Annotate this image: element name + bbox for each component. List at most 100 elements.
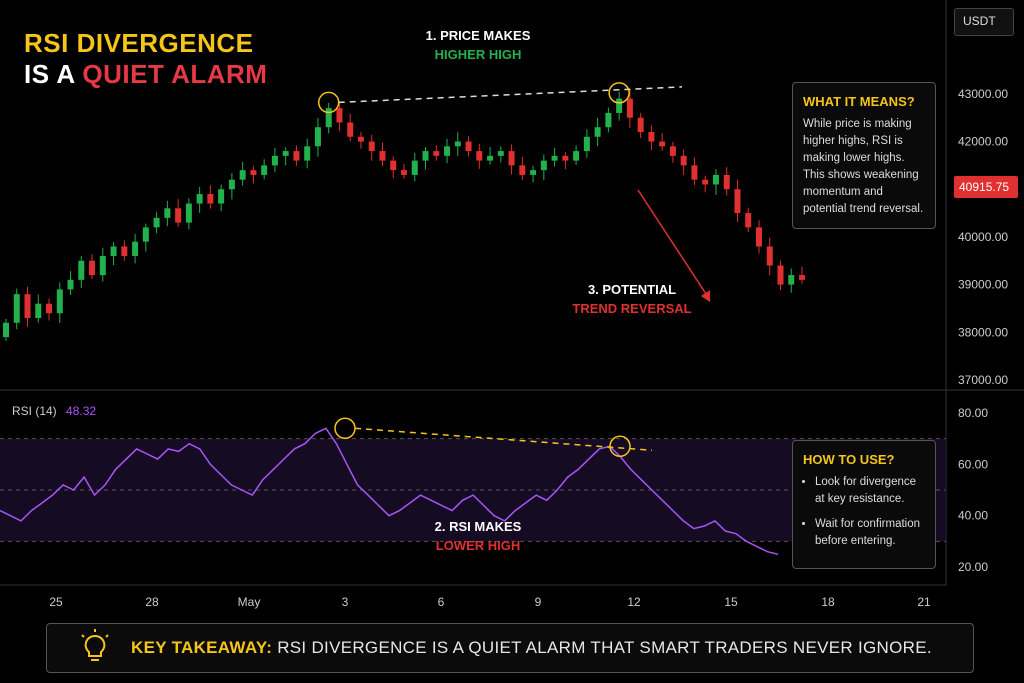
how-to-use-title: HOW TO USE? xyxy=(803,452,895,467)
candle-body xyxy=(723,174,730,190)
price-annotation: 1. PRICE MAKES HIGHER HIGH xyxy=(398,26,558,64)
key-takeaway-text: KEY TAKEAWAY: RSI DIVERGENCE IS A QUIET … xyxy=(131,638,932,658)
what-it-means-box: WHAT IT MEANS? While price is making hig… xyxy=(792,82,936,229)
candle-body xyxy=(637,117,644,132)
price-tick-label: 43000.00 xyxy=(958,87,1008,101)
rsi-divergence-line xyxy=(354,427,653,452)
candle-body xyxy=(755,227,762,247)
candle-body xyxy=(680,155,687,166)
candle-body xyxy=(185,203,192,223)
candle-body xyxy=(734,189,741,214)
rsi-legend: RSI (14) 48.32 xyxy=(12,404,96,418)
candle-body xyxy=(271,155,278,166)
candle-body xyxy=(594,127,601,137)
candle-body xyxy=(476,151,483,161)
candle-body xyxy=(562,155,569,161)
candle-body xyxy=(142,227,149,242)
candle-body xyxy=(766,246,773,266)
candle-body xyxy=(314,127,321,147)
candle-body xyxy=(583,136,590,152)
price-high-marker xyxy=(317,91,340,114)
candle-body xyxy=(433,151,440,156)
candle-body xyxy=(788,275,795,285)
candle-body xyxy=(261,165,268,175)
headline-line2a: IS A xyxy=(24,59,75,89)
key-takeaway-label: KEY TAKEAWAY: xyxy=(131,638,273,657)
candle-body xyxy=(551,155,558,161)
x-tick-label: 25 xyxy=(49,595,63,609)
x-tick-label: 21 xyxy=(917,595,931,609)
rsi-line xyxy=(0,427,779,556)
x-tick-label: 9 xyxy=(535,595,542,609)
how-to-use-box: HOW TO USE? Look for divergence at key r… xyxy=(792,440,936,569)
reversal-arrowhead xyxy=(701,290,710,302)
price-annotation-label: 1. PRICE MAKES xyxy=(425,28,531,43)
reversal-arrow xyxy=(637,189,711,301)
currency-label: USDT xyxy=(963,14,996,28)
candle-body xyxy=(250,170,257,175)
price-annotation-sub: HIGHER HIGH xyxy=(434,47,522,62)
rsi-legend-value: 48.32 xyxy=(66,404,97,418)
candle-body xyxy=(379,151,386,161)
candle-body xyxy=(573,151,580,161)
candle-body xyxy=(422,151,429,161)
candle-body xyxy=(228,179,235,190)
price-tick-label: 38000.00 xyxy=(958,325,1008,339)
candle-body xyxy=(401,170,407,175)
candle-body xyxy=(282,151,289,156)
candle-body xyxy=(368,141,375,152)
candle-body xyxy=(196,194,203,204)
candle-body xyxy=(121,246,128,256)
candle-body xyxy=(110,246,117,256)
current-price-tag: 40915.75 xyxy=(954,176,1018,198)
what-it-means-text: While price is making higher highs, RSI … xyxy=(803,118,924,215)
candle-body xyxy=(390,160,397,171)
headline: RSI DIVERGENCE IS A QUIET ALARM xyxy=(24,28,267,90)
price-high-marker xyxy=(608,82,630,104)
candle-body xyxy=(454,141,461,147)
candle-body xyxy=(24,294,31,318)
candle-body xyxy=(132,241,139,256)
x-tick-label: May xyxy=(238,595,261,609)
candle-body xyxy=(46,303,53,314)
rsi-tick-label: 20.00 xyxy=(958,560,988,574)
currency-selector[interactable]: USDT xyxy=(954,8,1014,36)
candle-body xyxy=(218,189,225,204)
reversal-annotation-label: 3. POTENTIAL xyxy=(587,282,677,297)
candle-body xyxy=(616,98,623,113)
candle-body xyxy=(702,179,709,185)
candle-body xyxy=(799,275,805,280)
candle-body xyxy=(519,165,526,175)
rsi-legend-label: RSI (14) xyxy=(12,404,57,418)
rsi-tick-label: 40.00 xyxy=(958,509,988,523)
lightbulb-icon xyxy=(81,629,109,661)
candle-body xyxy=(164,208,171,218)
candle-body xyxy=(745,213,752,228)
rsi-tick-label: 60.00 xyxy=(958,457,988,471)
candle-body xyxy=(497,151,504,156)
x-tick-label: 12 xyxy=(627,595,641,609)
candle-body xyxy=(626,98,633,118)
x-tick-label: 28 xyxy=(145,595,159,609)
rsi-high-marker xyxy=(334,417,356,440)
candle-body xyxy=(35,303,42,318)
candle-body xyxy=(336,108,343,123)
candle-body xyxy=(605,112,612,128)
what-it-means-title: WHAT IT MEANS? xyxy=(803,94,915,109)
candle-body xyxy=(89,260,96,276)
candle-body xyxy=(659,141,666,147)
x-tick-label: 15 xyxy=(724,595,738,609)
candle-body xyxy=(13,294,20,323)
candle-body xyxy=(347,122,354,137)
candle-body xyxy=(207,194,214,204)
rsi-annotation: 2. RSI MAKES LOWER HIGH xyxy=(398,517,558,555)
candle-body xyxy=(153,217,160,228)
how-to-use-item: Look for divergence at key resistance. xyxy=(815,474,925,508)
candle-body xyxy=(357,136,364,142)
candle-body xyxy=(648,132,655,142)
price-tick-label: 42000.00 xyxy=(958,135,1008,149)
candle-body xyxy=(669,146,676,156)
candle-body xyxy=(691,165,698,180)
how-to-use-list: Look for divergence at key resistance. W… xyxy=(803,474,925,550)
